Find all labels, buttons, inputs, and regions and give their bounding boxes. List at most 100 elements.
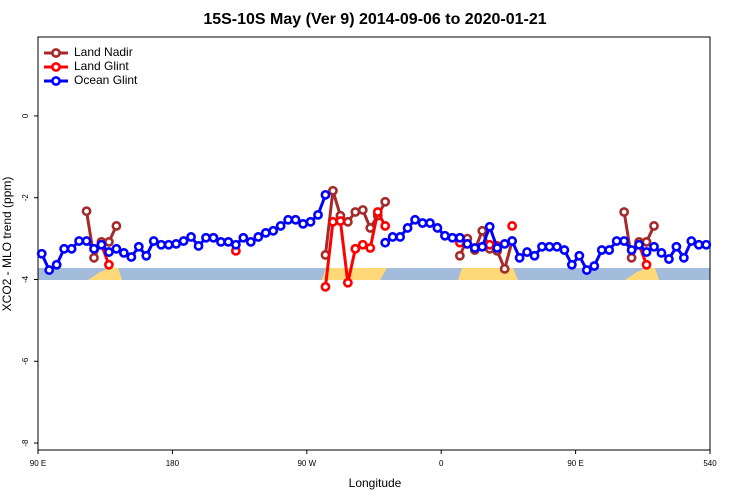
data-point (66, 243, 77, 254)
legend-label: Land Glint (74, 59, 129, 73)
data-point (380, 196, 391, 207)
data-point (581, 265, 592, 275)
data-point (186, 232, 196, 242)
data-point (656, 248, 667, 258)
data-point (529, 250, 540, 261)
data-point (641, 259, 652, 270)
data-point (664, 254, 674, 264)
land-shape (322, 268, 387, 280)
data-point (566, 259, 577, 270)
series-line (40, 194, 327, 273)
data-point (268, 225, 279, 236)
data-point (171, 239, 182, 249)
data-point (51, 259, 62, 270)
data-point (641, 247, 652, 257)
data-point (141, 250, 152, 261)
data-point (507, 236, 518, 246)
data-point (552, 241, 562, 252)
data-point (484, 239, 495, 250)
x-tick-label: 90 E (30, 459, 46, 468)
x-tick-label: 90 W (297, 459, 316, 468)
data-point (313, 209, 323, 220)
data-point (469, 243, 480, 253)
data-point (201, 232, 211, 243)
data-point (440, 230, 450, 241)
data-point (641, 236, 652, 247)
data-point (328, 185, 338, 196)
data-point (634, 239, 644, 250)
data-point (342, 277, 353, 288)
x-tick-label: 0 (439, 459, 444, 468)
x-tick-label: 180 (166, 459, 180, 468)
data-point (701, 239, 712, 250)
data-point (686, 236, 697, 246)
data-point (462, 239, 473, 249)
data-point (380, 237, 391, 248)
data-point (589, 261, 600, 271)
data-point (305, 216, 316, 227)
data-point (626, 245, 637, 255)
data-point (111, 221, 122, 231)
data-point (230, 239, 241, 250)
data-point (596, 245, 607, 255)
data-point (395, 232, 406, 242)
data-point (44, 265, 55, 275)
data-point (626, 252, 637, 263)
data-point (417, 218, 428, 228)
data-point (380, 221, 391, 231)
data-point (275, 221, 286, 231)
data-point (178, 236, 189, 246)
data-point (619, 236, 630, 246)
data-point (432, 223, 443, 233)
data-point (156, 239, 167, 250)
data-point (649, 241, 659, 252)
legend-label: Ocean Glint (74, 73, 138, 87)
chart-title: 15S-10S May (Ver 9) 2014-09-06 to 2020-0… (203, 11, 546, 28)
data-point (59, 243, 70, 254)
data-point (693, 239, 704, 250)
data-point (298, 218, 308, 229)
x-tick-label: 540 (703, 459, 717, 468)
legend-label: Land Nadir (74, 45, 133, 59)
data-point (320, 281, 331, 292)
data-point (320, 189, 331, 200)
data-point (522, 247, 532, 257)
data-point (678, 252, 689, 263)
data-point (372, 207, 383, 217)
legend-marker (51, 48, 61, 58)
y-axis-label: XCO2 - MLO trend (ppm) (0, 177, 14, 312)
data-point (477, 241, 488, 252)
data-point (514, 252, 525, 263)
data-point (484, 221, 495, 232)
y-tick-label: -8 (21, 439, 30, 447)
data-point (454, 250, 465, 261)
data-point (350, 243, 361, 254)
data-point (36, 248, 47, 259)
data-point (223, 236, 234, 247)
x-tick-label: 90 E (567, 459, 583, 468)
data-point (402, 223, 413, 233)
data-point (357, 205, 368, 215)
data-point (649, 221, 659, 231)
data-point (342, 216, 353, 227)
data-point (89, 252, 99, 263)
data-point (357, 239, 368, 250)
data-point (163, 239, 174, 250)
data-point (619, 207, 630, 217)
data-point (104, 259, 114, 270)
data-point (507, 221, 518, 231)
data-point (89, 243, 99, 254)
land-shape (625, 268, 659, 280)
data-point (96, 239, 107, 250)
data-point (604, 245, 615, 255)
data-point (118, 248, 129, 258)
data-point (193, 241, 204, 251)
data-point (81, 236, 92, 246)
data-point (410, 214, 420, 225)
data-point (671, 241, 682, 252)
y-tick-label: -4 (21, 275, 30, 283)
data-point (454, 232, 465, 243)
data-point (81, 206, 92, 217)
data-point (74, 236, 84, 246)
